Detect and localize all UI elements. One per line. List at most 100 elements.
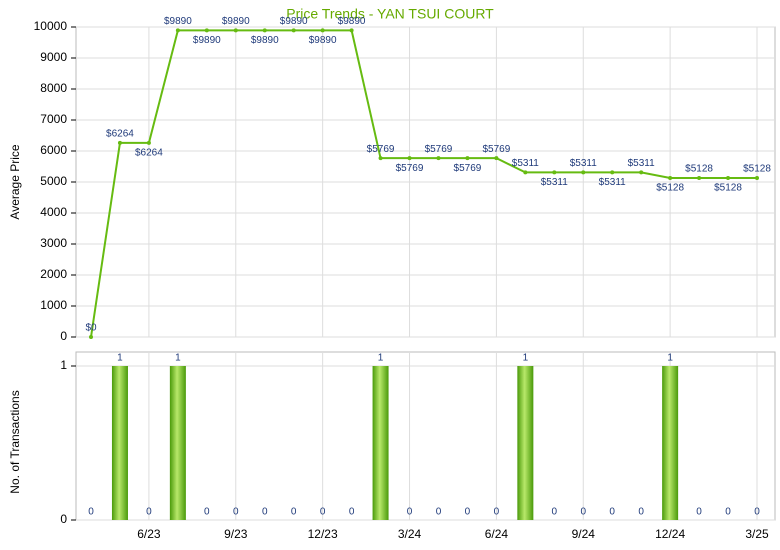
point [523,170,528,175]
point [697,176,702,181]
value-label: 0 [204,507,210,518]
point [552,170,557,175]
value-label: 0 [146,507,152,518]
x-tick-label: 6/23 [137,527,161,541]
value-label: $5769 [425,144,453,155]
point [262,28,267,33]
value-label: $5128 [685,164,713,175]
y-tick-label: 3000 [40,236,67,250]
value-label: 0 [725,507,731,518]
point [117,140,122,145]
value-label: $0 [85,323,97,334]
point [581,170,586,175]
value-label: 0 [696,507,702,518]
point [465,156,470,161]
point [639,170,644,175]
x-tick-label: 3/25 [745,527,769,541]
y-tick-label: 1 [60,358,67,372]
y-tick-label: 7000 [40,112,67,126]
x-tick-label: 9/24 [572,527,596,541]
point [668,176,673,181]
value-label: 0 [580,507,586,518]
value-label: $9890 [193,35,221,46]
value-label: $6264 [135,147,163,158]
value-label: $5311 [512,158,540,169]
point [204,28,209,33]
point [610,170,615,175]
value-label: 1 [378,353,384,364]
y-tick-label: 8000 [40,81,67,95]
x-tick-label: 9/23 [224,527,248,541]
point [407,156,412,161]
point [349,28,354,33]
y-tick-label: 4000 [40,205,67,219]
y-tick-label: 2000 [40,267,67,281]
value-label: 0 [494,507,500,518]
point [175,28,180,33]
value-label: $5769 [482,144,510,155]
value-label: 0 [638,507,644,518]
value-label: $9890 [338,16,366,27]
y-tick-label: 5000 [40,174,67,188]
value-label: 1 [175,353,181,364]
value-label: $9890 [280,16,308,27]
value-label: $5311 [541,177,569,188]
value-label: $6264 [106,128,134,139]
value-label: 0 [609,507,615,518]
value-label: 0 [407,507,413,518]
point [291,28,296,33]
x-tick-label: 6/24 [485,527,509,541]
point [755,176,759,181]
value-label: $9890 [309,35,337,46]
value-label: 0 [88,507,94,518]
y-tick-label: 6000 [40,143,67,157]
value-label: $9890 [222,16,250,27]
point [378,156,383,161]
value-label: $5311 [570,158,598,169]
bar [169,366,186,520]
point [146,140,151,145]
value-label: $5311 [628,158,656,169]
value-label: 1 [523,353,529,364]
value-label: $5311 [599,177,627,188]
value-label: 1 [667,353,673,364]
point [89,335,93,339]
chart-title: Price Trends - YAN TSUI COURT [286,6,494,22]
bar [372,366,389,520]
value-label: 0 [552,507,558,518]
bar [662,366,679,520]
value-label: 0 [436,507,442,518]
price-line [90,29,757,338]
value-label: $9890 [164,16,192,27]
y-tick-label: 1000 [40,298,67,312]
value-label: $5769 [454,163,482,174]
x-tick-label: 3/24 [398,527,422,541]
bar [111,366,128,520]
value-label: 0 [291,507,297,518]
value-label: 0 [465,507,471,518]
value-label: 0 [320,507,326,518]
y-tick-label: 9000 [40,50,67,64]
value-label: 0 [754,507,760,518]
value-label: $5128 [743,164,771,175]
value-label: 0 [349,507,355,518]
value-label: $9890 [251,35,279,46]
value-label: $5769 [367,144,395,155]
point [320,28,325,33]
x-tick-label: 12/24 [655,527,685,541]
point [726,176,731,181]
point [233,28,238,33]
point [436,156,441,161]
y-axis-label: No. of Transactions [8,390,22,493]
value-label: 0 [233,507,239,518]
value-label: 1 [117,353,123,364]
value-label: $5769 [396,163,424,174]
value-label: $5128 [656,183,684,194]
point [494,156,499,161]
y-tick-label: 10000 [34,19,68,33]
y-tick-label: 0 [60,329,67,343]
x-tick-label: 12/23 [308,527,338,541]
value-label: 0 [262,507,268,518]
bar [517,366,534,520]
